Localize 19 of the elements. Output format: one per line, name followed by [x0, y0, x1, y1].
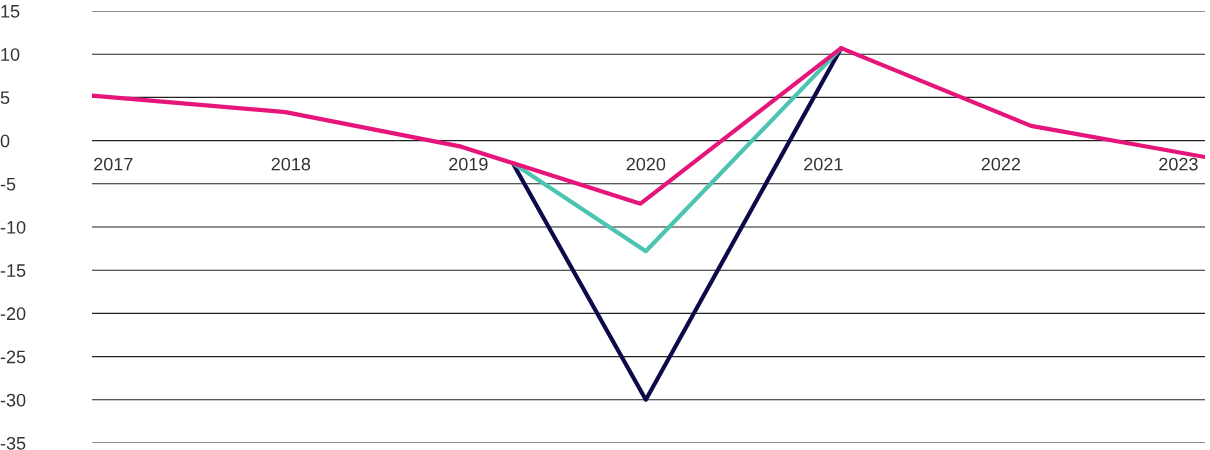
- x-tick-label: 2018: [271, 157, 311, 171]
- y-tick-label: 10: [1, 48, 20, 61]
- y-tick-label: -35: [0, 436, 26, 450]
- y-tick-label: 5: [0, 91, 10, 105]
- y-tick-label: -25: [0, 350, 26, 364]
- y-tick-label: -20: [0, 307, 26, 321]
- y-tick-label: 15: [1, 5, 20, 18]
- x-tick-label: 2022: [981, 157, 1021, 171]
- line-series: [92, 46, 1205, 206]
- y-tick-label: -10: [0, 220, 26, 234]
- y-tick-label: -15: [0, 264, 26, 277]
- x-tick-label: 2019: [449, 157, 488, 171]
- y-tick-label: -30: [0, 393, 26, 407]
- y-tick-label: -5: [0, 177, 16, 191]
- x-tick-label: 2023: [1159, 157, 1198, 171]
- y-tick-label: 0: [0, 134, 10, 148]
- x-tick-label: 2017: [94, 157, 133, 171]
- x-tick-label: 2021: [804, 157, 843, 171]
- x-tick-label: 2020: [626, 157, 666, 171]
